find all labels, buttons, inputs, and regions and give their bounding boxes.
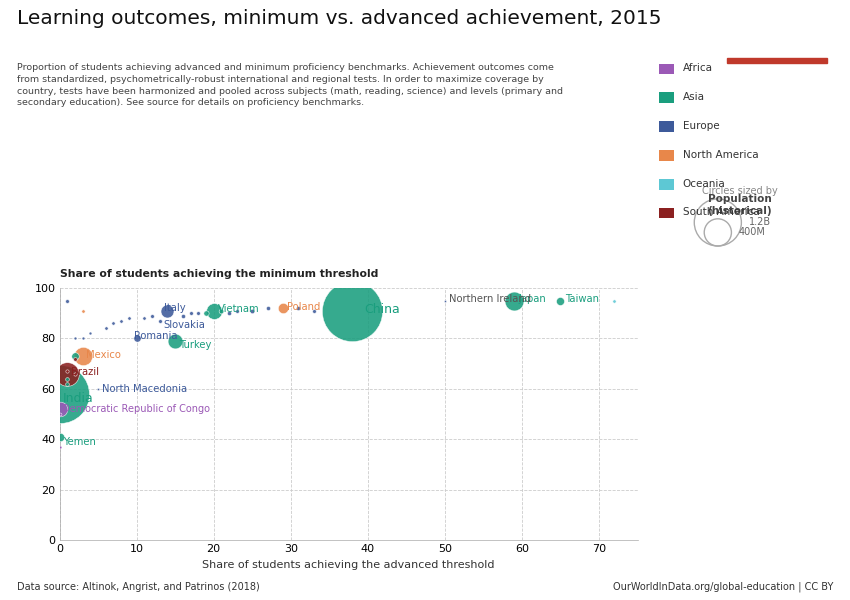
Text: Vietnam: Vietnam [218, 304, 259, 314]
Point [115, 316, 128, 326]
Point [222, 308, 235, 318]
Text: China: China [364, 303, 400, 316]
Text: Proportion of students achieving advanced and minimum proficiency benchmarks. Ac: Proportion of students achieving advance… [17, 63, 563, 107]
Point [68, 351, 82, 361]
Point [138, 313, 151, 323]
Point [60, 369, 74, 379]
Point [553, 296, 567, 305]
Text: Mexico: Mexico [87, 350, 122, 360]
Point [130, 334, 144, 343]
Text: Asia: Asia [683, 92, 705, 102]
Text: 400M: 400M [739, 227, 766, 238]
Point [153, 316, 167, 326]
Point [346, 306, 360, 316]
Text: North Macedonia: North Macedonia [102, 384, 187, 394]
Point [161, 306, 174, 316]
Text: Circles sized by: Circles sized by [701, 186, 778, 196]
Point [76, 334, 89, 343]
Point [53, 432, 66, 442]
Text: 1.2B: 1.2B [749, 217, 771, 227]
Point [68, 369, 82, 379]
Point [68, 334, 82, 343]
Point [83, 329, 97, 338]
Point [60, 367, 74, 376]
Point [207, 306, 220, 316]
Text: Brazil: Brazil [71, 367, 99, 377]
Point [507, 296, 521, 305]
Text: Oceania: Oceania [683, 179, 725, 188]
Point [68, 354, 82, 364]
Point [106, 319, 120, 328]
Point [76, 351, 89, 361]
X-axis label: Share of students achieving the advanced threshold: Share of students achieving the advanced… [202, 560, 495, 570]
Text: India: India [63, 392, 94, 406]
Text: Our World
in Data: Our World in Data [747, 22, 807, 44]
Point [438, 296, 451, 305]
Point [60, 379, 74, 389]
Text: Share of students achieving the minimum threshold: Share of students achieving the minimum … [60, 269, 378, 279]
Text: Democratic Republic of Congo: Democratic Republic of Congo [62, 404, 210, 414]
Text: OurWorldInData.org/global-education | CC BY: OurWorldInData.org/global-education | CC… [613, 582, 833, 592]
Text: Population
(historical): Population (historical) [707, 194, 772, 216]
Point [53, 409, 66, 419]
Text: Taiwan: Taiwan [565, 295, 599, 304]
Point [276, 304, 290, 313]
Text: Italy: Italy [163, 302, 185, 313]
Point [168, 336, 182, 346]
Point [145, 311, 159, 320]
Text: Yemen: Yemen [63, 437, 95, 447]
Point [246, 306, 259, 316]
Point [53, 442, 66, 452]
Text: Northern Ireland: Northern Ireland [449, 295, 530, 304]
Point [214, 306, 228, 316]
Text: Data source: Altinok, Angrist, and Patrinos (2018): Data source: Altinok, Angrist, and Patri… [17, 582, 260, 592]
Point [53, 389, 66, 398]
Text: North America: North America [683, 150, 758, 160]
Text: Slovakia: Slovakia [163, 320, 206, 329]
Point [230, 306, 244, 316]
Point [53, 404, 66, 414]
Point [608, 296, 621, 305]
Point [292, 304, 305, 313]
Point [184, 308, 197, 318]
Point [191, 308, 205, 318]
Point [122, 313, 136, 323]
Point [307, 306, 320, 316]
Point [99, 323, 112, 333]
Point [60, 296, 74, 305]
Point [60, 374, 74, 383]
Text: Poland: Poland [286, 302, 320, 312]
Text: South America: South America [683, 208, 759, 217]
Text: Japan: Japan [518, 295, 547, 304]
Text: Learning outcomes, minimum vs. advanced achievement, 2015: Learning outcomes, minimum vs. advanced … [17, 9, 661, 28]
Point [176, 311, 190, 320]
Point [199, 308, 212, 318]
Text: Africa: Africa [683, 64, 712, 73]
Text: Turkey: Turkey [179, 340, 212, 350]
Text: Romania: Romania [134, 331, 178, 341]
Point [261, 304, 275, 313]
Text: Europe: Europe [683, 121, 719, 131]
Point [76, 306, 89, 316]
Point [91, 384, 105, 394]
Bar [727, 58, 827, 63]
